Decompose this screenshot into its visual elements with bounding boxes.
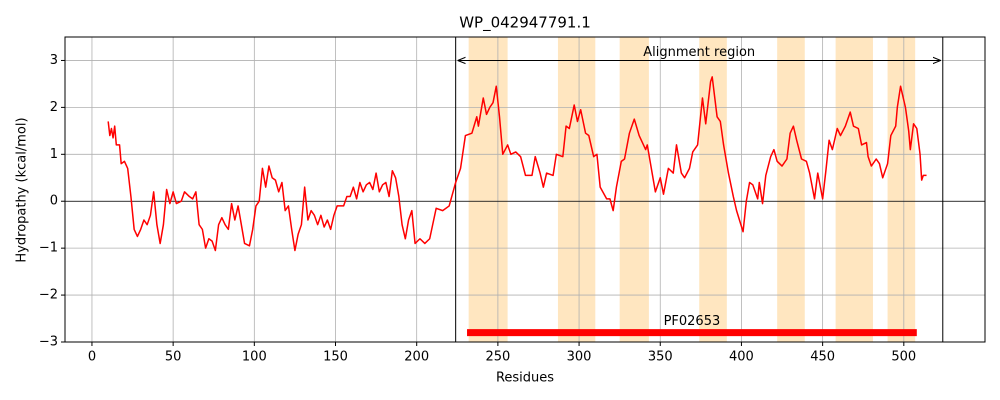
plot-frame [64,36,986,343]
x-tick-label: 0 [88,350,96,365]
y-tick-label: 2 [50,100,58,115]
y-tick-label: −2 [39,288,58,303]
x-tick-label: 500 [891,350,916,365]
x-tick-label: 250 [485,350,510,365]
shaded-region [619,37,649,342]
shaded-region [557,37,596,342]
y-tick-label: −3 [39,335,58,350]
shaded-region [835,37,873,342]
y-tick-label: −1 [39,241,58,256]
x-tick-label: 450 [810,350,835,365]
x-tick-label: 200 [404,350,429,365]
x-tick-label: 400 [729,350,754,365]
y-axis-label: Hydropathy (kcal/mol) [15,117,30,262]
shaded-region [468,37,508,342]
y-tick-label: 1 [50,147,58,162]
x-tick-label: 150 [323,350,348,365]
shaded-region [887,37,916,342]
x-tick-label: 100 [242,350,267,365]
hydropathy-line [107,76,927,252]
x-tick-label: 50 [165,350,182,365]
x-tick-label: 300 [567,350,592,365]
alignment-label: Alignment region [643,45,755,60]
chart-title: WP_042947791.1 [459,14,591,33]
x-tick-label: 350 [648,350,673,365]
domain-label: PF02653 [664,314,721,329]
shaded-region [777,37,805,342]
x-axis-label: Residues [496,371,554,386]
y-tick-label: 0 [50,194,58,209]
y-tick-label: 3 [50,53,58,68]
